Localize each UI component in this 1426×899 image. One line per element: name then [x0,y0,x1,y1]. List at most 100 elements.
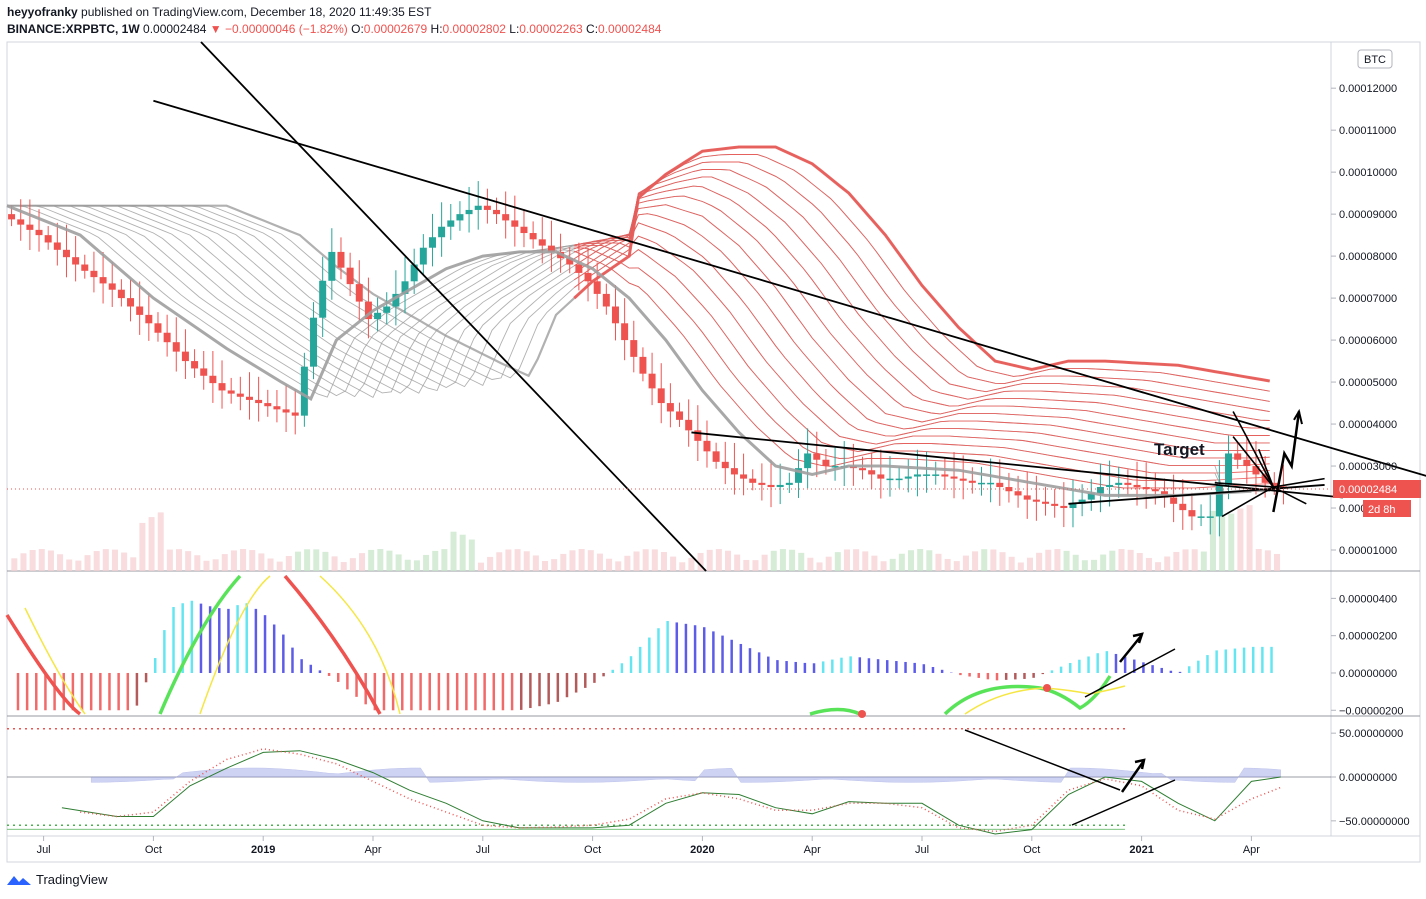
candle-body [859,468,867,471]
ribbon-line-red [574,250,1270,489]
volume-bar [1255,549,1262,571]
candle-body [1179,503,1187,511]
price-change: −0.00000046 (−1.82%) [225,22,348,36]
volume-bar [862,551,869,571]
volume-bar [47,550,54,571]
author-name[interactable]: heyyofranky [7,5,78,19]
ribbon-line-red [573,145,1270,383]
volume-bar [111,549,118,571]
volume-bar [1237,508,1244,571]
volume-bar [404,559,411,571]
trendlines[interactable] [153,41,1426,572]
candle-body [1023,495,1031,500]
time-axis[interactable]: Jul Oct 2019 Apr Jul Oct 2020 Apr Jul Oct 2021 Apr [37,836,1261,856]
price-axis[interactable]: 0.00012000 0.00011000 0.00010000 0.00009000… [1331,83,1397,557]
volume-bar [148,517,155,571]
cross-marker [858,710,866,718]
price-tick-label: 0.00003000 [1339,461,1397,473]
volume-bar [514,549,521,571]
macd-line [5,614,82,716]
price-tick-label: 0.00010000 [1339,167,1397,179]
target-annotation[interactable]: Target [1154,440,1205,459]
candle-body [1014,491,1022,496]
candle-body [483,205,491,210]
last-price: 0.00002484 [143,22,207,36]
candle-body [145,314,153,324]
volume-bar [532,555,539,571]
volume-bar [139,522,146,571]
ribbon-line [7,195,1270,436]
candle-body [401,281,409,294]
tradingview-logo[interactable]: TradingView [6,872,108,887]
candle-body [740,474,748,479]
candle-body [630,340,638,357]
volume-bar [477,562,484,571]
close-label: C: [586,22,599,36]
candle-body [273,406,281,410]
candle-body [685,419,693,431]
volume-bar [221,554,228,571]
volume-bar [615,561,622,571]
candle-body [1032,499,1040,502]
candle-body [81,264,89,271]
trendline [691,431,1343,499]
candle-body [987,482,995,485]
candle-body [17,219,25,225]
candle-body [767,484,775,488]
candle-body [1042,501,1050,504]
ribbon-line [7,176,1270,421]
candle-body [255,399,263,404]
volume-bar [203,560,210,571]
candle-body [730,468,738,475]
volume-bar [258,553,265,571]
last-price-tag-text: 0.00002484 [1339,484,1397,496]
candle-body [584,272,592,282]
volume-bar [706,549,713,571]
candle-body [694,430,702,441]
volume-bar [395,554,402,571]
wedge-line [1272,486,1307,505]
volume-bar [523,551,530,571]
volume-bar [807,557,814,571]
volume-bars [11,505,1281,571]
osc-trendline [1071,779,1176,826]
candle-body [877,474,885,479]
volume-bar [505,549,512,571]
volume-bar [166,549,173,571]
ribbon-line-red [574,169,1270,413]
candle-body [621,323,629,341]
wedge-line [1214,482,1274,488]
volume-bar [285,555,292,571]
candle-body [218,383,226,391]
ribbon-line-red [574,222,1270,459]
wedge-line [1221,486,1274,518]
currency-label: BTC [1364,54,1386,66]
candle-body [1142,487,1150,490]
candle-body [1106,484,1114,488]
osc-tick-label: −50.00000000 [1339,816,1410,828]
ribbon-line [7,154,1270,392]
candle-body [337,251,345,268]
wedge-line [1257,448,1275,488]
high-value: 0.00002802 [442,22,506,36]
osc-tick-label: 50.00000000 [1339,728,1403,740]
candle-body [520,226,528,234]
bar-countdown: 2d 8h [1368,504,1396,516]
candle-body [493,209,501,215]
candle-body [392,293,400,307]
volume-bar [1127,549,1134,571]
volume-bar [596,553,603,571]
candle-body [236,393,244,397]
candle-body [593,281,601,294]
currency-box[interactable] [1357,49,1393,69]
candle-body [374,312,382,320]
symbol-label: BINANCE:XRPBTC, 1W [7,22,140,36]
candle-body [438,226,446,238]
volume-bar [569,550,576,571]
time-tick-label: Apr [364,844,381,856]
ribbon-line [7,205,1270,494]
arrow-head-icon [1132,632,1144,644]
volume-bar [432,550,439,571]
candle-body [346,267,354,285]
